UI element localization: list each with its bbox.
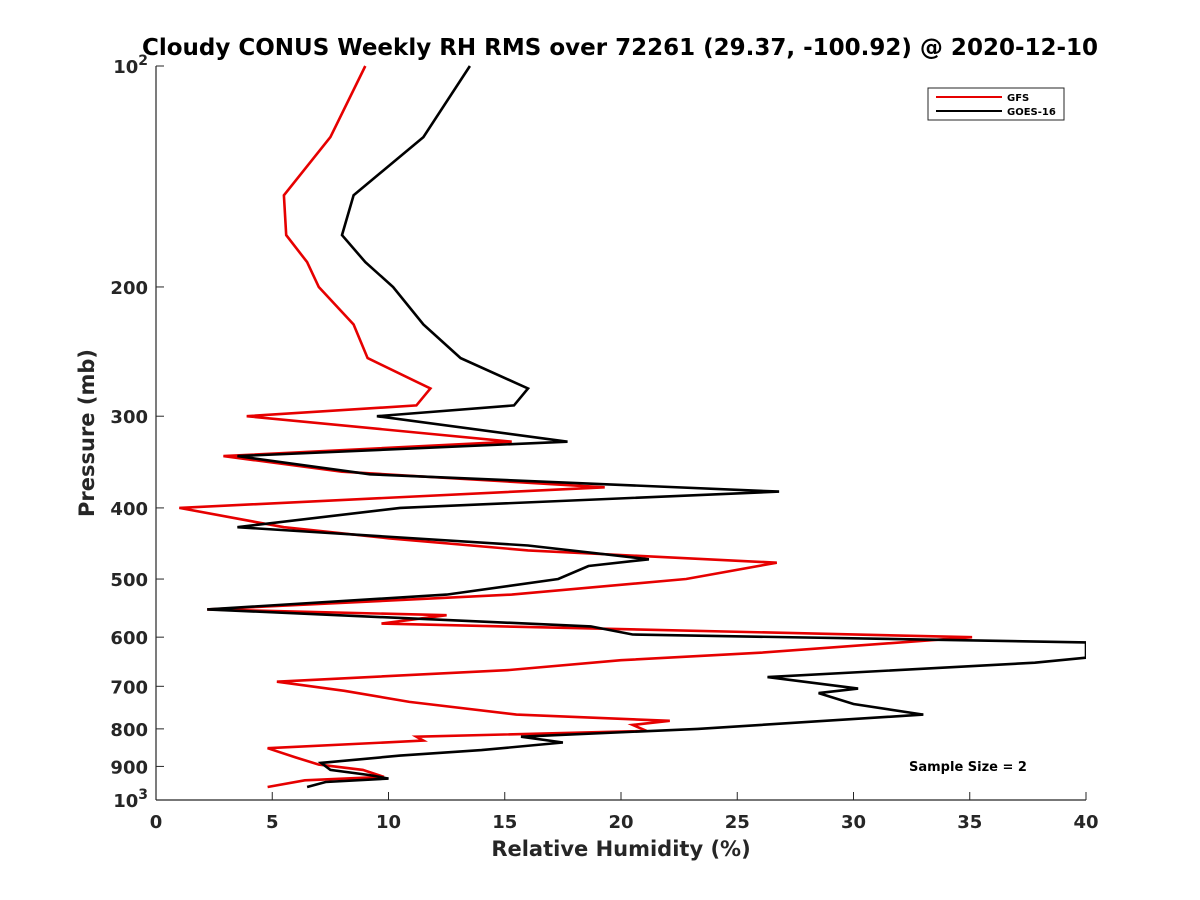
y-tick-label: 102 <box>113 53 148 78</box>
legend-box <box>927 87 1065 121</box>
series-lines <box>179 65 1086 789</box>
plot-area <box>155 66 1086 801</box>
x-axis-label: Relative Humidity (%) <box>491 837 750 861</box>
series-line-gfs <box>179 65 973 789</box>
x-tick-label: 40 <box>1073 812 1098 833</box>
x-tick-label: 15 <box>492 812 517 833</box>
y-tick-label: 800 <box>110 720 148 741</box>
x-tick-label: 35 <box>957 812 982 833</box>
y-tick-label: 900 <box>110 757 148 778</box>
legend-label-gfs: GFS <box>1007 93 1029 104</box>
x-tick-label: 25 <box>725 812 750 833</box>
x-tick-label: 30 <box>841 812 866 833</box>
chart-title: Cloudy CONUS Weekly RH RMS over 72261 (2… <box>142 35 1098 61</box>
x-ticks: 0 5 10 15 20 25 30 35 40 <box>150 792 1099 833</box>
series-line-goes16 <box>207 65 1086 789</box>
y-tick-label: 600 <box>110 628 148 649</box>
x-tick-label: 0 <box>150 812 163 833</box>
sample-size-annotation: Sample Size = 2 <box>909 760 1027 775</box>
y-tick-label: 103 <box>113 787 148 812</box>
y-ticks: 102 200 300 400 500 600 700 800 900 103 <box>110 53 164 812</box>
x-tick-label: 10 <box>376 812 401 833</box>
legend-label-goes16: GOES-16 <box>1007 107 1056 118</box>
legend: GFS GOES-16 <box>927 87 1065 121</box>
y-tick-label: 300 <box>110 407 148 428</box>
y-tick-label: 700 <box>110 677 148 698</box>
x-tick-label: 5 <box>266 812 279 833</box>
y-tick-label: 200 <box>110 278 148 299</box>
y-tick-label: 500 <box>110 570 148 591</box>
x-tick-label: 20 <box>608 812 633 833</box>
y-tick-label: 400 <box>110 499 148 520</box>
y-axis-label: Pressure (mb) <box>75 349 99 517</box>
